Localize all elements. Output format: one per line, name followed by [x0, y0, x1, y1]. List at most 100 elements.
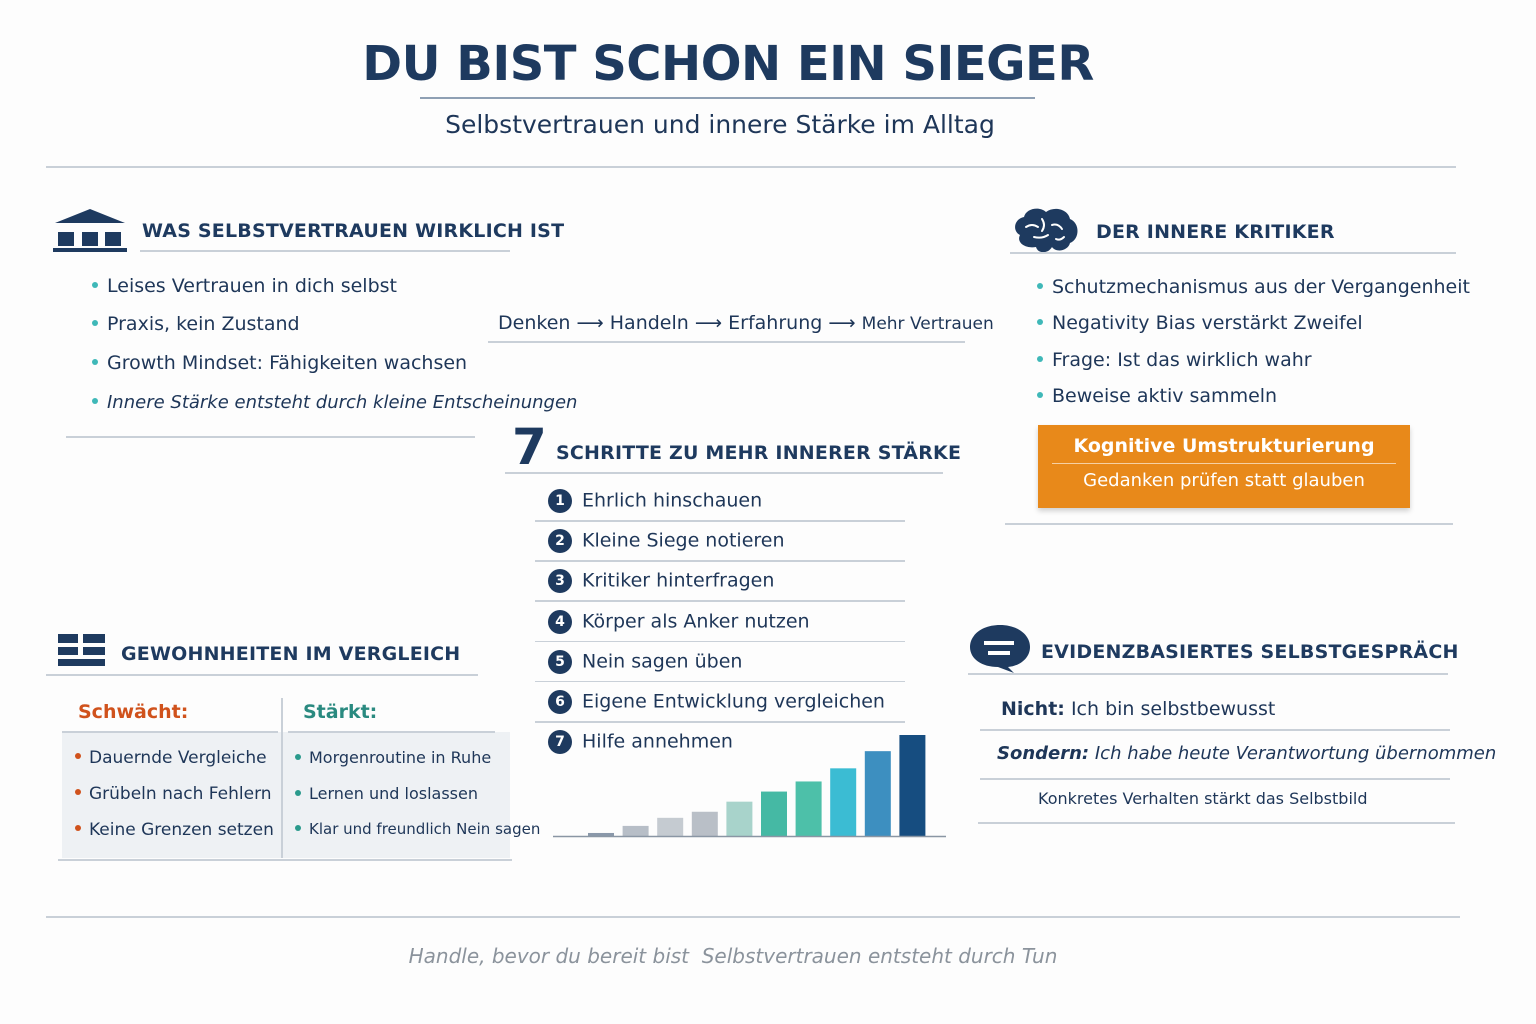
but-statement: Sondern: Ich habe heute Verantwortung üb…: [997, 743, 1496, 764]
selftalk-note: Konkretes Verhalten stärkt das Selbstbil…: [1038, 789, 1368, 808]
item-text: Keine Grenzen setzen: [89, 820, 274, 840]
weak-item: Keine Grenzen setzen: [75, 820, 274, 840]
strong-item: Klar und freundlich Nein sagen: [295, 820, 540, 838]
section-heading-what: WAS SELBSTVERTRAUEN WIRKLICH IST: [142, 220, 565, 242]
brain-icon: [1015, 208, 1078, 253]
not-label: Nicht:: [1001, 698, 1065, 720]
item-text: Dauernde Vergleiche: [89, 748, 267, 768]
step-divider: [535, 520, 905, 522]
item-text: Schutzmechanismus aus der Vergangenheit: [1052, 276, 1470, 298]
heading-underline: [505, 472, 943, 474]
flow-step: Erfahrung: [728, 312, 823, 334]
step-number-badge: 2: [548, 529, 572, 554]
section-heading-steps: SCHRITTE ZU MEHR INNERER STÄRKE: [556, 442, 962, 464]
list-item: Schutzmechanismus aus der Vergangenheit: [1037, 276, 1470, 298]
section-heading-habits: GEWOHNHEITEN IM VERGLEICH: [121, 643, 461, 665]
step-divider: [535, 640, 905, 643]
chart-bar: [726, 801, 753, 836]
footer-part: Handle, bevor du bereit bist: [408, 944, 690, 968]
item-text: Frage: Ist das wirklich wahr: [1052, 349, 1312, 371]
step-label: Kritiker hinterfragen: [582, 569, 775, 592]
not-statement: Nicht: Ich bin selbstbewusst: [1001, 698, 1275, 720]
building-icon: [53, 209, 127, 252]
step-number-badge: 3: [548, 569, 572, 594]
divider: [46, 166, 1456, 168]
step-number-badge: 1: [548, 489, 572, 513]
speech-bubble-icon: [970, 625, 1030, 673]
step-item: 3 Kritiker hinterfragen: [548, 569, 775, 594]
step-item: 5 Nein sagen üben: [548, 649, 743, 674]
strong-header: Stärkt:: [303, 701, 378, 723]
callout-divider: [1052, 463, 1396, 464]
arrow-icon: ⟶: [828, 312, 856, 334]
step-item: 7 Hilfe annehmen: [548, 730, 733, 755]
flow-step: Mehr Vertrauen: [861, 314, 994, 334]
page-subtitle: Selbstvertrauen und innere Stärke im All…: [445, 110, 995, 139]
step-item: 6 Eigene Entwicklung vergleichen: [548, 690, 885, 714]
divider: [980, 729, 1450, 731]
step-label: Ehrlich hinschauen: [582, 489, 763, 512]
chart-bar: [795, 781, 822, 836]
weak-item: Grübeln nach Fehlern: [75, 784, 272, 804]
step-label: Hilfe annehmen: [582, 730, 733, 753]
chart-bar: [691, 811, 718, 836]
divider: [66, 436, 475, 438]
but-label: Sondern:: [997, 743, 1090, 764]
step-label: Eigene Entwicklung vergleichen: [582, 690, 885, 713]
list-item: Frage: Ist das wirklich wahr: [1037, 349, 1312, 371]
item-text: Beweise aktiv sammeln: [1052, 385, 1278, 407]
chart-bar: [588, 832, 614, 836]
chart-bar: [899, 735, 926, 836]
growth-bar-chart: [553, 735, 946, 838]
heading-underline: [968, 673, 1448, 675]
chart-bar: [864, 751, 891, 836]
divider: [980, 778, 1450, 780]
item-text: Morgenroutine in Ruhe: [309, 748, 492, 767]
weak-header: Schwächt:: [78, 701, 189, 723]
item-text: Praxis, kein Zustand: [107, 313, 300, 335]
callout-text: Gedanken prüfen statt glauben: [1083, 470, 1365, 491]
footer-tagline: Handle, bevor du bereit bist Selbstvertr…: [0, 944, 1466, 968]
step-label: Körper als Anker nutzen: [582, 610, 810, 633]
callout-box: Kognitive Umstrukturierung Gedanken prüf…: [1038, 425, 1410, 508]
arrow-icon: ⟶: [694, 312, 723, 334]
callout-title: Kognitive Umstrukturierung: [1073, 435, 1375, 457]
list-item: Leises Vertrauen in dich selbst: [92, 275, 397, 297]
heading-underline: [1010, 252, 1456, 254]
list-item: Innere Stärke entsteht durch kleine Ents…: [92, 392, 577, 413]
list-item: Praxis, kein Zustand: [92, 313, 300, 335]
footer-part: Selbstvertrauen entsteht durch Tun: [701, 944, 1058, 968]
step-item: 4 Körper als Anker nutzen: [548, 609, 810, 634]
table-icon: [58, 634, 105, 666]
chart-bar: [761, 791, 787, 836]
section-heading-selftalk: EVIDENZBASIERTES SELBSTGESPRÄCH: [1041, 641, 1459, 663]
item-text: Leises Vertrauen in dich selbst: [107, 275, 397, 297]
strong-item: Morgenroutine in Ruhe: [295, 748, 491, 767]
column-divider: [281, 698, 283, 858]
step-divider: [535, 680, 905, 683]
header-underline: [288, 731, 495, 733]
step-item: 2 Kleine Siege notieren: [548, 529, 785, 554]
header-underline: [62, 731, 278, 733]
arrow-icon: ⟶: [576, 312, 604, 334]
step-number-badge: 7: [548, 730, 572, 755]
list-item: Growth Mindset: Fähigkeiten wachsen: [92, 352, 467, 374]
step-number-badge: 6: [548, 690, 572, 714]
divider: [58, 859, 512, 861]
heading-underline: [46, 674, 478, 676]
flow-step: Handeln: [609, 312, 689, 334]
step-divider: [535, 600, 905, 602]
item-text: Negativity Bias verstärkt Zweifel: [1052, 312, 1363, 334]
chart-bar: [830, 768, 857, 836]
heading-underline: [140, 250, 510, 252]
step-label: Nein sagen üben: [582, 650, 743, 673]
divider: [488, 341, 965, 343]
comparison-table: [62, 732, 510, 858]
not-text: Ich bin selbstbewusst: [1070, 698, 1276, 720]
chart-bar: [622, 825, 649, 836]
step-item: 1 Ehrlich hinschauen: [548, 489, 762, 513]
section-heading-critic: DER INNERE KRITIKER: [1096, 221, 1335, 243]
step-divider: [535, 721, 905, 723]
item-text: Growth Mindset: Fähigkeiten wachsen: [107, 352, 468, 374]
but-text: Ich habe heute Verantwortung übernommen: [1094, 743, 1497, 764]
